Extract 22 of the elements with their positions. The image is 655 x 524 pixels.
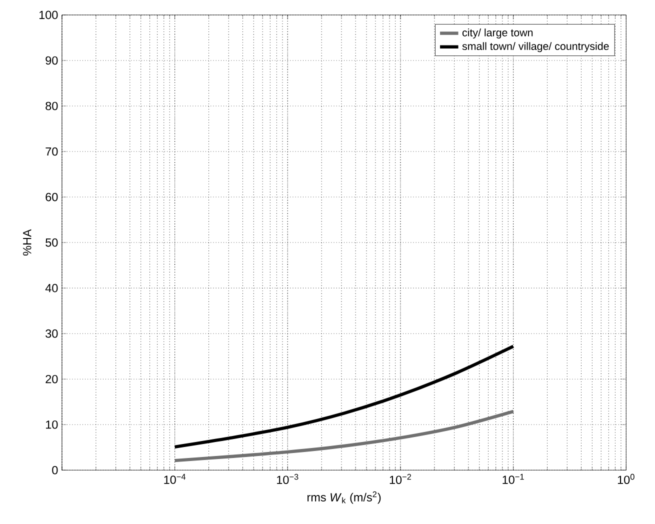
x-tick-label: 10$^{−3}$ (277, 474, 298, 484)
x-tick-label: 10$^{−4}$ (164, 474, 186, 484)
y-tick-label: 40 (45, 284, 58, 292)
line-series (173, 410, 515, 462)
line-series (173, 344, 515, 449)
y-tick-label: 60 (46, 193, 58, 202)
y-tick-label: 10 (46, 420, 58, 429)
y-tick-label: 30 (46, 330, 58, 338)
y-axis-title: %HA (23, 229, 32, 256)
y-tick-label: 20 (46, 375, 58, 384)
y-tick-label: 70 (46, 148, 58, 156)
y-tick-label: 90 (46, 56, 58, 65)
legend-label: small town/ village/ countryside (462, 42, 609, 52)
x-tick-label: 10$^{0}$ (618, 474, 634, 484)
x-tick-label: 10$^{−1}$ (502, 474, 524, 484)
y-tick-label: 50 (46, 238, 58, 247)
y-tick-label: 80 (46, 102, 58, 110)
x-tick-label: 10$^{−2}$ (390, 474, 412, 484)
y-tick-label: 100 (39, 11, 58, 20)
legend-label: city/ large town (462, 28, 533, 39)
x-axis-title: rms W$_{k}$ (m/s$^{2}$) (308, 492, 381, 504)
y-tick-label: 0 (52, 466, 58, 475)
